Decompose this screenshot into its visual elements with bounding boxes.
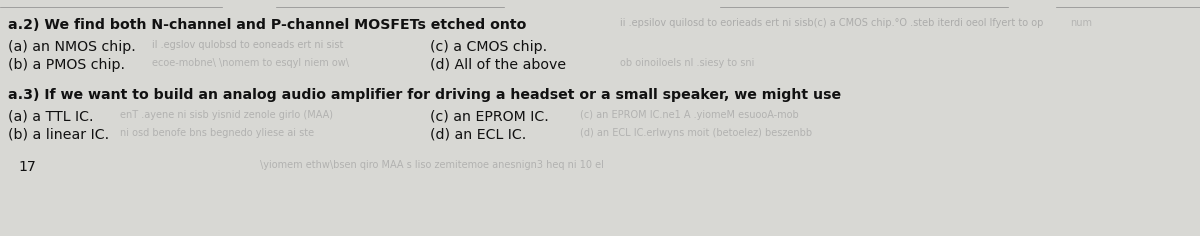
Text: (a) an NMOS chip.: (a) an NMOS chip. bbox=[8, 40, 136, 54]
Text: 17: 17 bbox=[18, 160, 36, 174]
Text: num: num bbox=[1070, 18, 1092, 28]
Text: (b) a PMOS chip.: (b) a PMOS chip. bbox=[8, 58, 125, 72]
Text: ob oinoiloels nl .siesy to sni: ob oinoiloels nl .siesy to sni bbox=[620, 58, 755, 68]
Text: \yiomem ethw\bsen qiro MAA s liso zemitemoe anesnign3 heq ni 10 el: \yiomem ethw\bsen qiro MAA s liso zemite… bbox=[260, 160, 604, 170]
Text: (d) All of the above: (d) All of the above bbox=[430, 58, 566, 72]
Text: (c) an EPROM IC.: (c) an EPROM IC. bbox=[430, 110, 548, 124]
Text: ii .epsilov quilosd to eorieads ert ni sisb(c) a CMOS chip.°O .steb iterdi oeol : ii .epsilov quilosd to eorieads ert ni s… bbox=[620, 18, 1043, 28]
Text: (c) a CMOS chip.: (c) a CMOS chip. bbox=[430, 40, 547, 54]
Text: a.3) If we want to build an analog audio amplifier for driving a headset or a sm: a.3) If we want to build an analog audio… bbox=[8, 88, 841, 102]
Text: ni osd benofe bns begnedo yliese ai ste: ni osd benofe bns begnedo yliese ai ste bbox=[120, 128, 314, 138]
Text: enT .ayene ni sisb yisnid zenole girlo (MAA): enT .ayene ni sisb yisnid zenole girlo (… bbox=[120, 110, 334, 120]
Text: a.2) We find both N-channel and P-channel MOSFETs etched onto: a.2) We find both N-channel and P-channe… bbox=[8, 18, 527, 32]
Text: ecoe-mobne\ \nomem to esqyl niem ow\: ecoe-mobne\ \nomem to esqyl niem ow\ bbox=[152, 58, 349, 68]
Text: (d) an ECL IC.: (d) an ECL IC. bbox=[430, 128, 527, 142]
Text: il .egslov qulobsd to eoneads ert ni sist: il .egslov qulobsd to eoneads ert ni sis… bbox=[152, 40, 343, 50]
Text: (d) an ECL IC.erlwyns moit (betoelez) beszenbb: (d) an ECL IC.erlwyns moit (betoelez) be… bbox=[580, 128, 812, 138]
Text: (a) a TTL IC.: (a) a TTL IC. bbox=[8, 110, 94, 124]
Text: (c) an EPROM IC.ne1 A .yiomeM esuooA-mob: (c) an EPROM IC.ne1 A .yiomeM esuooA-mob bbox=[580, 110, 799, 120]
Text: (b) a linear IC.: (b) a linear IC. bbox=[8, 128, 109, 142]
